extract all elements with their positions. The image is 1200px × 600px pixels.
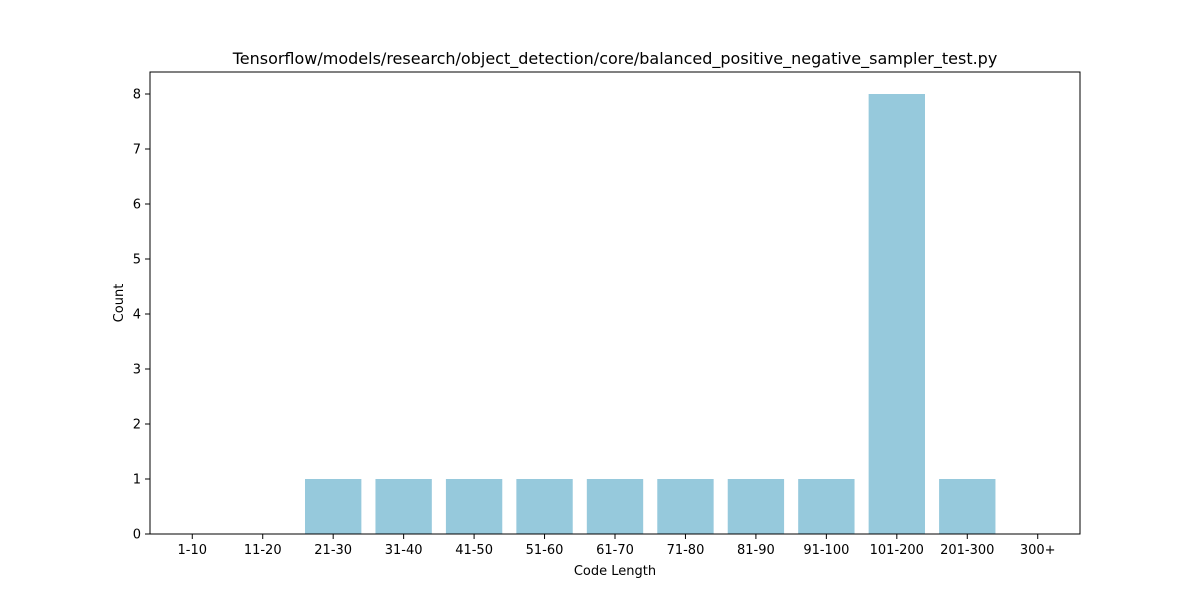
bar-51-60 (516, 479, 573, 534)
bar-201-300 (939, 479, 996, 534)
x-tick-label: 201-300 (940, 543, 994, 558)
x-tick-label: 11-20 (244, 543, 282, 558)
bar-31-40 (375, 479, 432, 534)
x-tick-label: 101-200 (870, 543, 924, 558)
y-tick-label: 8 (133, 88, 141, 103)
bar-21-30 (305, 479, 362, 534)
x-tick-label: 21-30 (314, 543, 352, 558)
x-axis-label: Code Length (574, 564, 656, 579)
x-tick-label: 31-40 (385, 543, 423, 558)
y-tick-label: 1 (133, 473, 141, 488)
y-tick-label: 7 (133, 143, 141, 158)
chart-title: Tensorflow/models/research/object_detect… (232, 49, 998, 69)
bar-101-200 (868, 94, 925, 534)
x-tick-label: 91-100 (803, 543, 849, 558)
x-tick-label: 1-10 (178, 543, 208, 558)
bars-group (305, 94, 996, 534)
x-tick-label: 300+ (1020, 543, 1056, 558)
bar-91-100 (798, 479, 855, 534)
y-tick-label: 2 (133, 418, 141, 433)
y-tick-label: 6 (133, 198, 141, 213)
y-axis-label: Count (112, 284, 127, 323)
y-tick-label: 3 (133, 363, 141, 378)
x-tick-label: 51-60 (526, 543, 564, 558)
y-axis-ticks: 0 1 2 3 4 5 6 7 8 (133, 88, 150, 543)
bar-71-80 (657, 479, 714, 534)
x-tick-label: 71-80 (667, 543, 705, 558)
bar-81-90 (727, 479, 785, 534)
x-tick-label: 81-90 (737, 543, 775, 558)
bar-41-50 (445, 479, 503, 534)
x-axis-ticks: 1-10 11-20 21-30 31-40 41-50 51-60 61-70 71-80 8… (178, 534, 1056, 558)
x-tick-label: 61-70 (596, 543, 634, 558)
bar-61-70 (586, 479, 644, 534)
y-tick-label: 4 (133, 308, 141, 323)
y-tick-label: 0 (133, 528, 141, 543)
y-tick-label: 5 (133, 253, 141, 268)
x-tick-label: 41-50 (455, 543, 493, 558)
